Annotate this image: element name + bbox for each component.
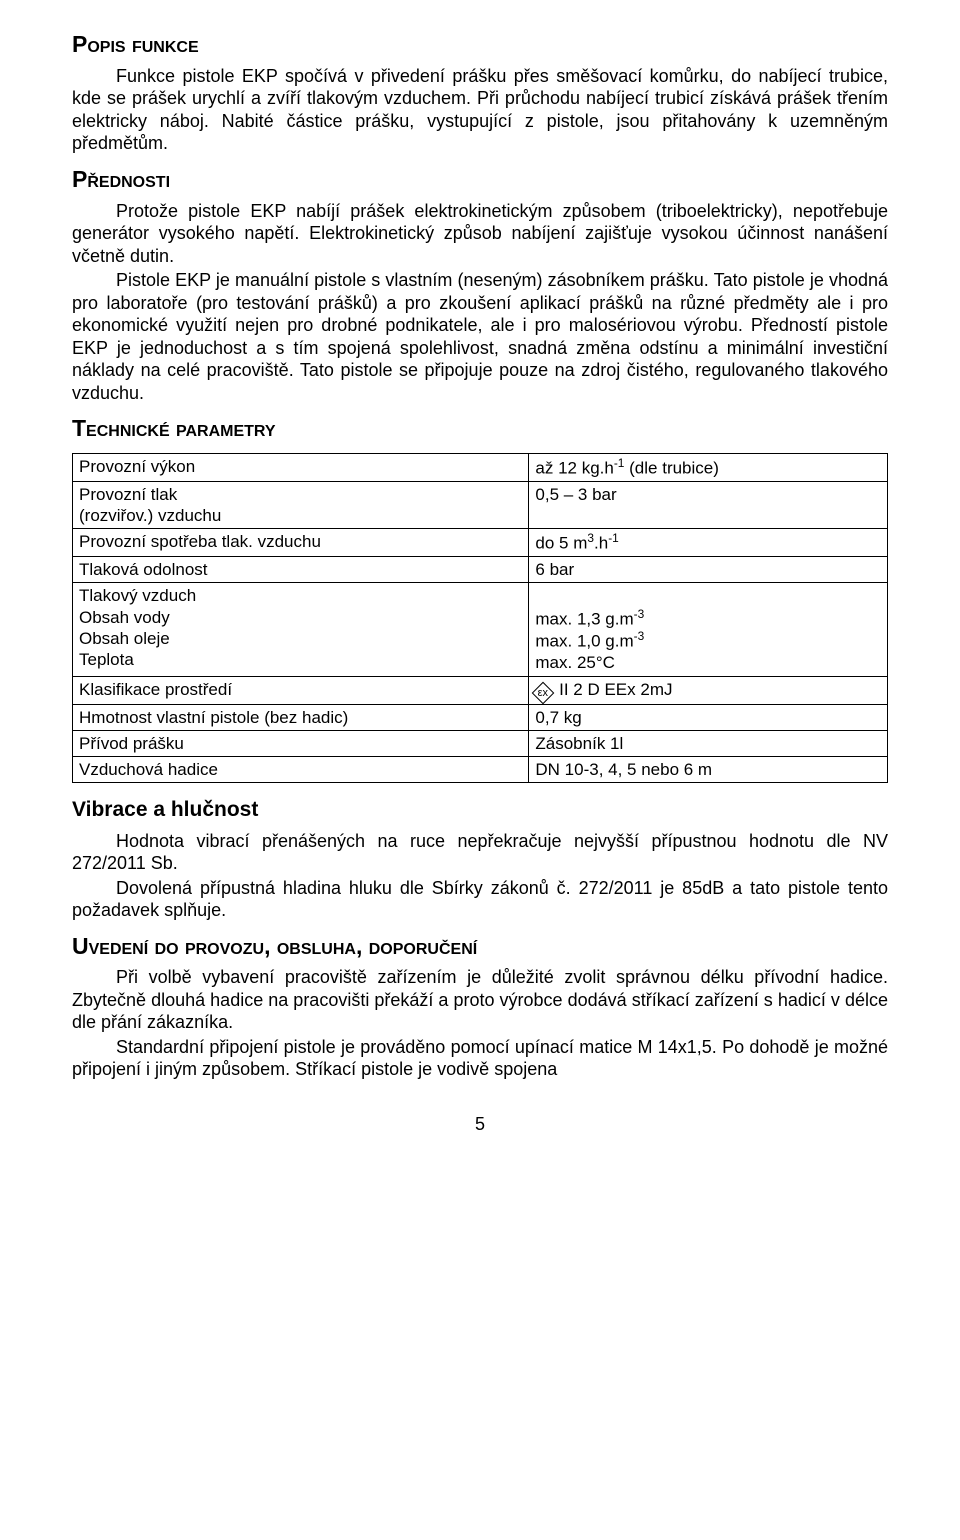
para-vibrace-1: Hodnota vibrací přenášených na ruce nepř… (72, 830, 888, 875)
page-number: 5 (72, 1113, 888, 1136)
param-value: až 12 kg.h-1 (dle trubice) (529, 453, 888, 481)
param-value: εx II 2 D EEx 2mJ (529, 676, 888, 704)
param-value: 0,5 – 3 bar (529, 481, 888, 529)
param-label: Provozní spotřeba tlak. vzduchu (73, 529, 529, 557)
param-value: max. 1,3 g.m-3max. 1,0 g.m-3max. 25°C (529, 583, 888, 676)
param-label: Provozní tlak(rozviřov.) vzduchu (73, 481, 529, 529)
param-label: Přívod prášku (73, 730, 529, 756)
para-uvedeni-1: Při volbě vybavení pracoviště zařízením … (72, 966, 888, 1034)
param-value: 0,7 kg (529, 704, 888, 730)
table-row: Tlaková odolnost6 bar (73, 557, 888, 583)
param-label: Tlaková odolnost (73, 557, 529, 583)
table-row: Přívod práškuZásobník 1l (73, 730, 888, 756)
param-label: Provozní výkon (73, 453, 529, 481)
heading-technicke-parametry: Technické parametry (72, 414, 888, 443)
table-row: Provozní spotřeba tlak. vzduchudo 5 m3.h… (73, 529, 888, 557)
param-label: Vzduchová hadice (73, 757, 529, 783)
table-row: Vzduchová hadiceDN 10-3, 4, 5 nebo 6 m (73, 757, 888, 783)
table-row: Tlakový vzduchObsah vodyObsah olejeTeplo… (73, 583, 888, 676)
param-value: DN 10-3, 4, 5 nebo 6 m (529, 757, 888, 783)
para-prednosti-2: Pistole EKP je manuální pistole s vlastn… (72, 269, 888, 404)
table-row: Provozní tlak(rozviřov.) vzduchu0,5 – 3 … (73, 481, 888, 529)
para-vibrace-2: Dovolená přípustná hladina hluku dle Sbí… (72, 877, 888, 922)
heading-prednosti: Přednosti (72, 165, 888, 194)
param-label: Hmotnost vlastní pistole (bez hadic) (73, 704, 529, 730)
para-popis-1: Funkce pistole EKP spočívá v přivedení p… (72, 65, 888, 155)
heading-uvedeni: Uvedení do provozu, obsluha, doporučení (72, 932, 888, 961)
heading-vibrace: Vibrace a hlučnost (72, 797, 888, 823)
para-prednosti-1: Protože pistole EKP nabíjí prášek elektr… (72, 200, 888, 268)
table-row: Provozní výkonaž 12 kg.h-1 (dle trubice) (73, 453, 888, 481)
param-label: Tlakový vzduchObsah vodyObsah olejeTeplo… (73, 583, 529, 676)
technical-parameters-table: Provozní výkonaž 12 kg.h-1 (dle trubice)… (72, 453, 888, 784)
param-value: do 5 m3.h-1 (529, 529, 888, 557)
param-label: Klasifikace prostředí (73, 676, 529, 704)
param-value: 6 bar (529, 557, 888, 583)
heading-popis-funkce: Popis funkce (72, 30, 888, 59)
table-row: Hmotnost vlastní pistole (bez hadic)0,7 … (73, 704, 888, 730)
para-uvedeni-2: Standardní připojení pistole je prováděn… (72, 1036, 888, 1081)
table-row: Klasifikace prostředíεx II 2 D EEx 2mJ (73, 676, 888, 704)
param-value: Zásobník 1l (529, 730, 888, 756)
